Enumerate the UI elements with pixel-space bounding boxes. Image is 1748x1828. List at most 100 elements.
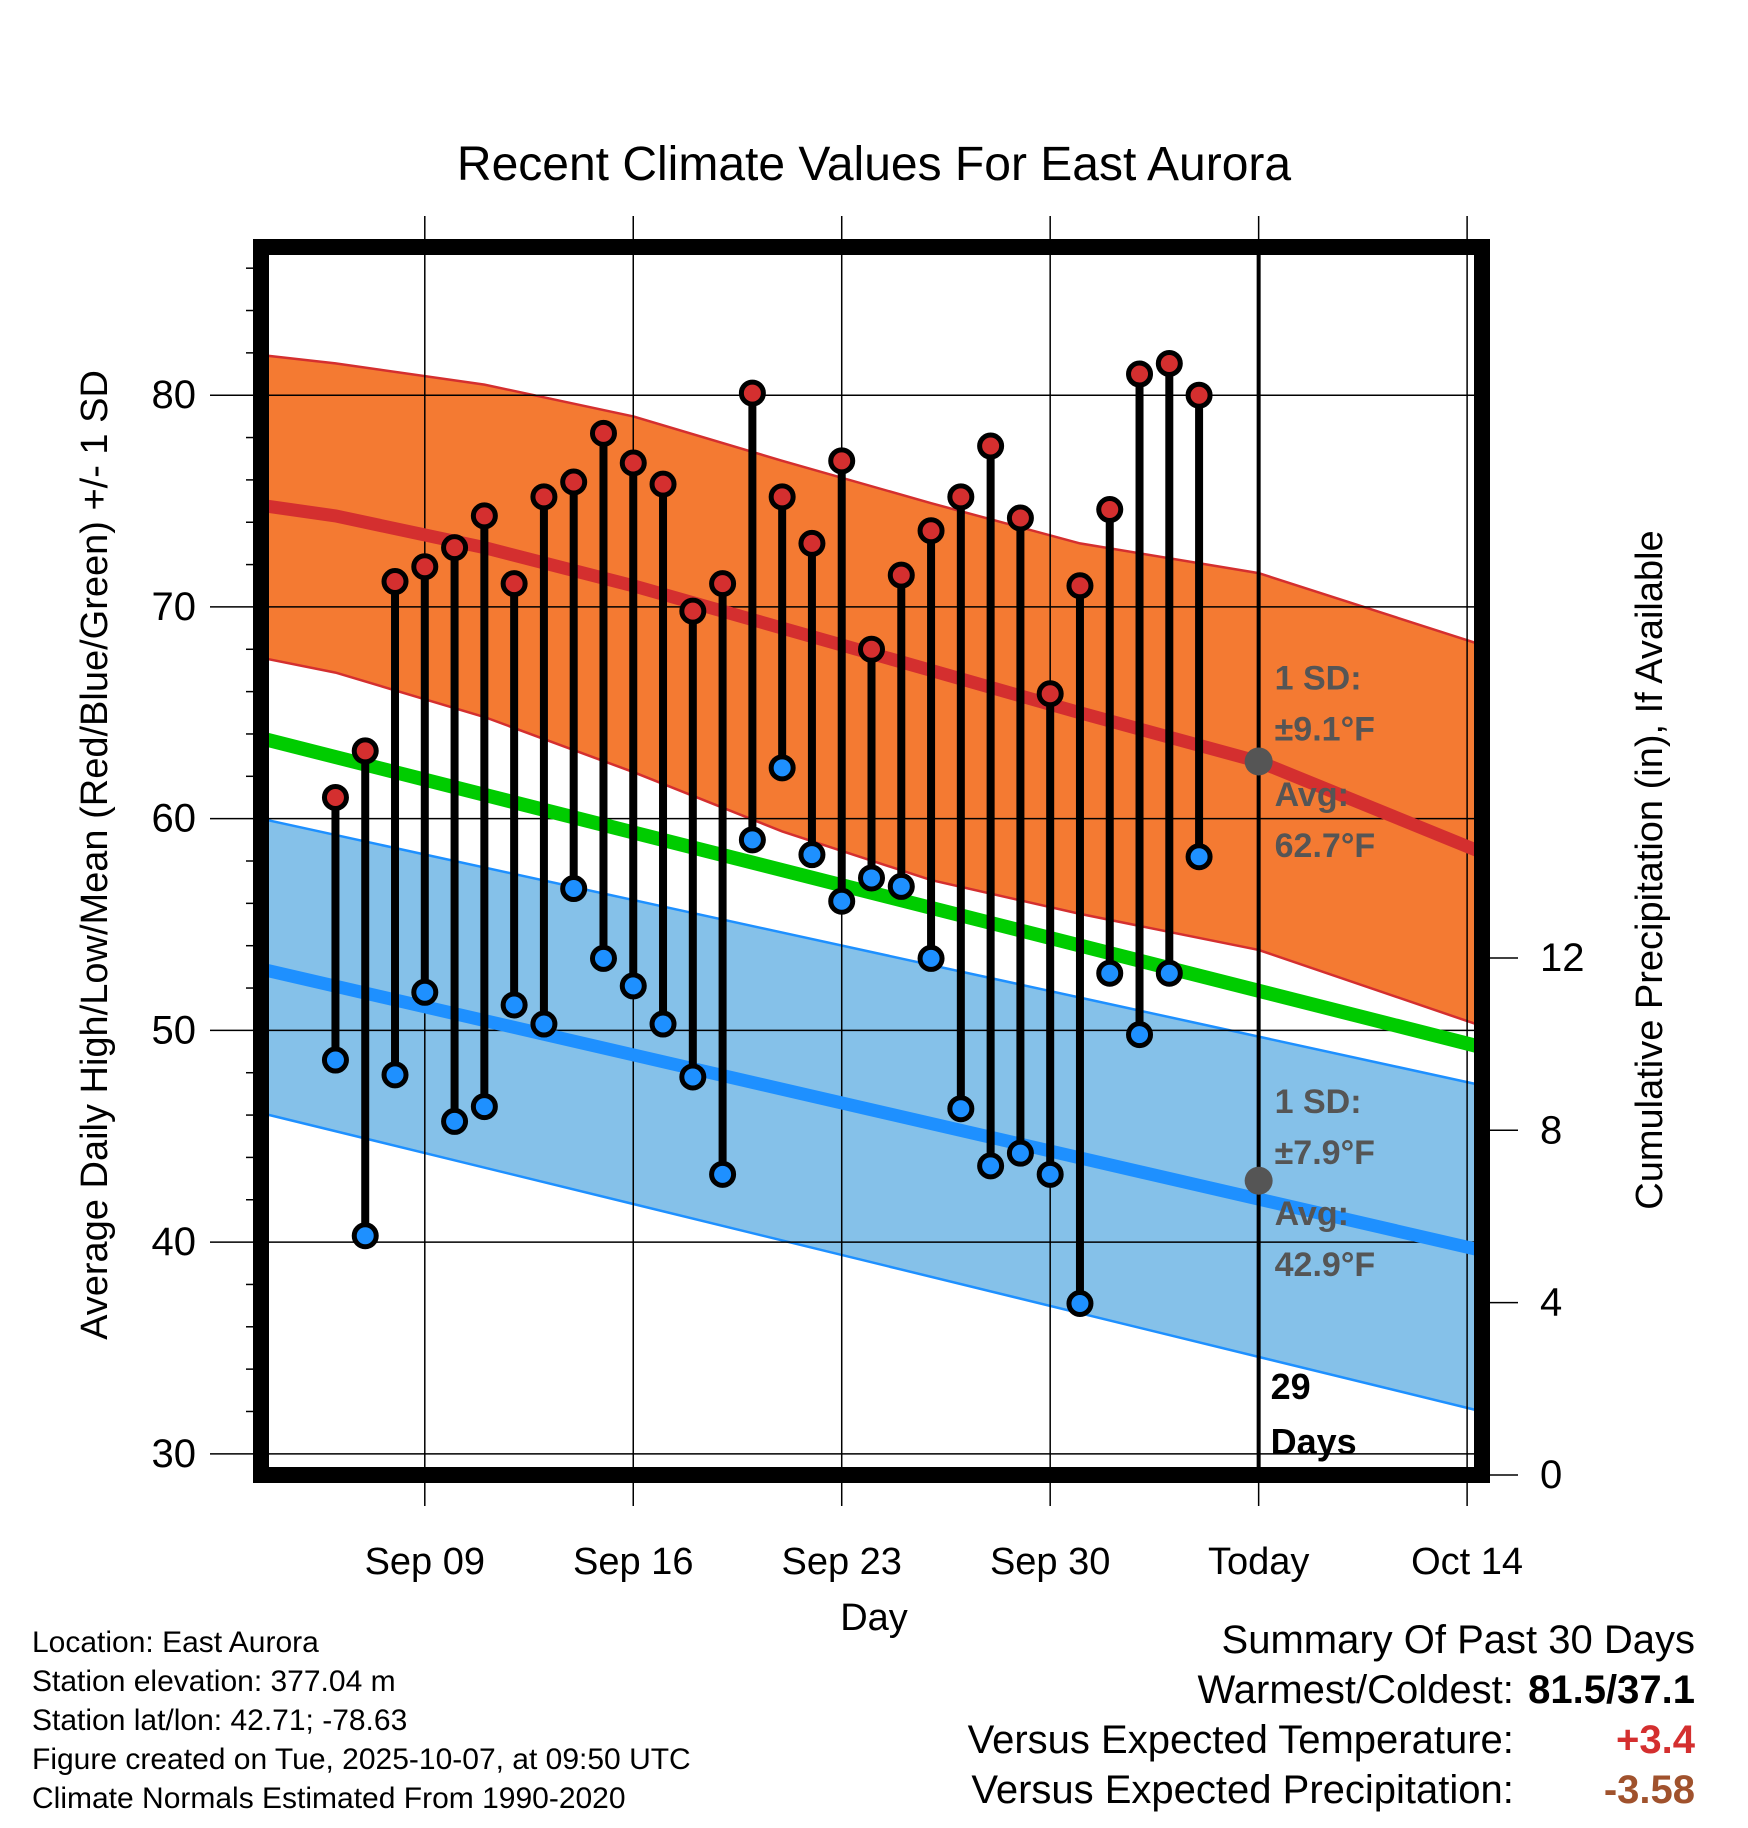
obs-high-point (381, 568, 409, 596)
summary-precip-row: Versus Expected Precipitation: -3.58 (968, 1765, 1695, 1815)
obs-high-point (977, 432, 1005, 460)
x-tick-label: Sep 23 (781, 1541, 901, 1583)
obs-low-point (619, 972, 647, 1000)
obs-low-point (441, 1107, 469, 1135)
y-axis-label: Average Daily High/Low/Mean (Red/Blue/Gr… (74, 370, 116, 1340)
obs-high-point (649, 470, 677, 498)
y2-tick-label: 12 (1540, 936, 1585, 980)
obs-low-point (530, 1010, 558, 1038)
summary-panel: Summary Of Past 30 Days Warmest/Coldest:… (968, 1615, 1695, 1815)
obs-low-point (1155, 959, 1183, 987)
obs-low-point (649, 1010, 677, 1038)
obs-low-point (500, 991, 528, 1019)
low-avg-value: 42.9°F (1275, 1246, 1376, 1284)
warm-cold-value: 81.5/37.1 (1528, 1668, 1695, 1712)
obs-high-point (1155, 349, 1183, 377)
obs-high-point (1126, 360, 1154, 388)
days-count-label: 29 (1271, 1366, 1311, 1407)
normal-low-lower-edge (260, 1111, 1483, 1413)
obs-low-point (738, 826, 766, 854)
obs-low-point (709, 1160, 737, 1188)
obs-high-point (768, 483, 796, 511)
obs-low-point (1185, 843, 1213, 871)
normal-low-mean-line (259, 962, 1484, 1257)
obs-low-point (589, 944, 617, 972)
obs-low-point (1096, 959, 1124, 987)
x-tick-label: Sep 16 (573, 1541, 693, 1583)
obs-low-point (381, 1061, 409, 1089)
obs-low-point (411, 978, 439, 1006)
y2-axis-label: Cumulative Precipitation (in), If Availa… (1629, 530, 1671, 1209)
created-text: Figure created on Tue, 2025-10-07, at 09… (32, 1743, 691, 1776)
low-sd-value: ±7.9°F (1275, 1134, 1375, 1172)
obs-high-point (321, 783, 349, 811)
obs-low-point (887, 872, 915, 900)
obs-high-point (560, 468, 588, 496)
y-tick-label: 80 (152, 373, 197, 417)
summary-title: Summary Of Past 30 Days (1221, 1618, 1695, 1662)
days-word-label: Days (1271, 1421, 1357, 1462)
obs-high-point (828, 447, 856, 475)
temp-label: Versus Expected Temperature: (967, 1718, 1514, 1762)
x-tick-label: Sep 09 (365, 1541, 485, 1583)
x-tick-label: Today (1208, 1541, 1309, 1583)
y-tick-label: 50 (152, 1008, 197, 1052)
precip-value: -3.58 (1603, 1768, 1695, 1812)
obs-high-point (679, 597, 707, 625)
obs-high-point (500, 570, 528, 598)
obs-high-point (709, 570, 737, 598)
precip-label: Versus Expected Precipitation: (971, 1768, 1514, 1812)
obs-high-point (947, 483, 975, 511)
high-avg-marker (1244, 747, 1273, 776)
high-sd-label: 1 SD: (1275, 660, 1362, 698)
obs-high-point (470, 502, 498, 530)
obs-high-point (798, 529, 826, 557)
obs-high-point (1096, 496, 1124, 524)
summary-warm-cold-row: Warmest/Coldest: 81.5/37.1 (968, 1665, 1696, 1715)
normal-low-upper-edge (260, 817, 1483, 1087)
obs-high-point (351, 737, 379, 765)
y-tick-label: 60 (152, 797, 197, 841)
summary-temp-row: Versus Expected Temperature: +3.4 (968, 1715, 1695, 1765)
obs-high-point (530, 483, 558, 511)
obs-low-point (1126, 1021, 1154, 1049)
obs-low-point (679, 1063, 707, 1091)
normal-high-lower-edge (260, 656, 1483, 1028)
obs-low-point (560, 875, 588, 903)
plot-frame (253, 239, 1490, 1483)
y-tick-label: 30 (152, 1432, 197, 1476)
obs-low-point (828, 887, 856, 915)
y2-tick-label: 0 (1540, 1453, 1562, 1497)
x-tick-label: Sep 30 (990, 1541, 1110, 1583)
obs-low-point (1006, 1139, 1034, 1167)
low-avg-label: Avg: (1275, 1195, 1349, 1233)
obs-high-point (589, 419, 617, 447)
y-tick-label: 70 (152, 585, 197, 629)
high-sd-value: ±9.1°F (1275, 710, 1375, 748)
obs-high-point (1036, 680, 1064, 708)
chart-title: Recent Climate Values For East Aurora (457, 138, 1291, 191)
obs-high-point (411, 553, 439, 581)
obs-low-point (768, 754, 796, 782)
latlon-text: Station lat/lon: 42.71; -78.63 (32, 1704, 408, 1737)
obs-low-point (977, 1152, 1005, 1180)
y2-tick-label: 8 (1540, 1108, 1562, 1152)
obs-high-point (1006, 504, 1034, 532)
obs-high-point (619, 449, 647, 477)
warm-cold-label: Warmest/Coldest: (1197, 1668, 1514, 1712)
obs-high-point (1066, 572, 1094, 600)
location-text: Location: East Aurora (32, 1626, 319, 1659)
obs-high-point (1185, 381, 1213, 409)
station-info: Location: East Aurora Station elevation:… (32, 1623, 691, 1818)
obs-low-point (321, 1046, 349, 1074)
obs-low-point (1036, 1160, 1064, 1188)
low-avg-marker (1244, 1166, 1273, 1195)
y2-tick-label: 4 (1540, 1281, 1562, 1325)
y-tick-label: 40 (152, 1220, 197, 1264)
obs-high-point (858, 635, 885, 663)
obs-high-point (441, 534, 469, 562)
obs-low-point (917, 944, 945, 972)
high-avg-value: 62.7°F (1275, 827, 1376, 865)
obs-high-point (887, 561, 915, 589)
